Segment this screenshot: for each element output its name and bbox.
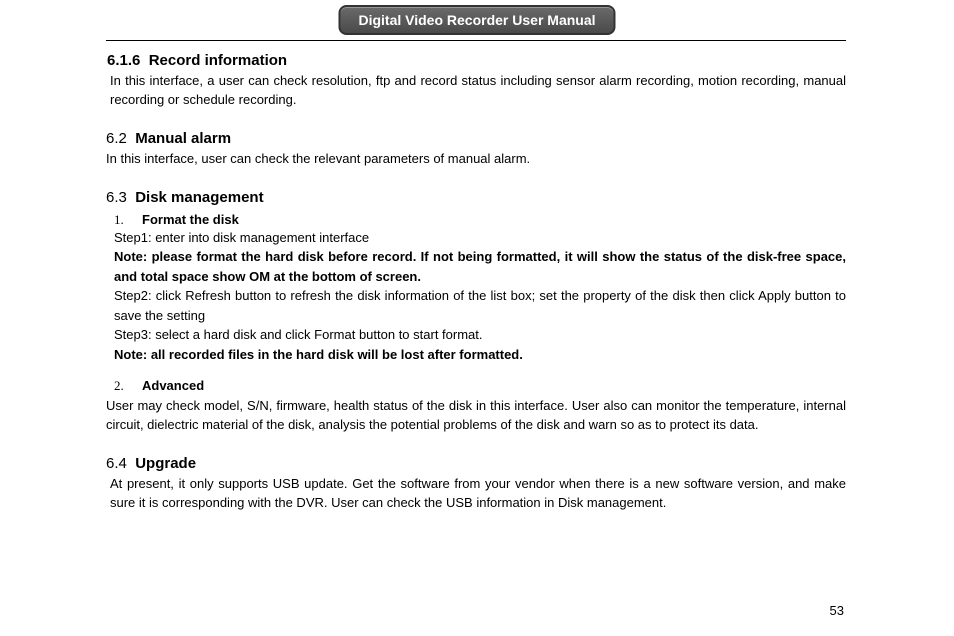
page-number: 53: [830, 603, 844, 618]
section-62-body: In this interface, user can check the re…: [106, 150, 846, 169]
header-divider: [106, 40, 846, 41]
note1-text: Note: please format the hard disk before…: [114, 247, 846, 286]
step2-text: Step2: click Refresh button to refresh t…: [114, 286, 846, 325]
step1-text: Step1: enter into disk management interf…: [114, 228, 846, 248]
list-number: 1.: [114, 212, 142, 228]
list-item-1: 1. Format the disk: [114, 212, 846, 228]
page-content: 6.1.6 Record information In this interfa…: [106, 50, 846, 512]
list-label: Advanced: [142, 378, 204, 393]
header-title: Digital Video Recorder User Manual: [358, 12, 595, 28]
section-title: Disk management: [135, 189, 263, 206]
header-title-box: Digital Video Recorder User Manual: [338, 5, 615, 35]
section-number: 6.3: [106, 189, 127, 206]
section-number: 6.1.6: [107, 52, 140, 69]
section-63-heading: 6.3 Disk management: [106, 189, 846, 206]
advanced-body: User may check model, S/N, firmware, hea…: [106, 397, 846, 435]
section-616-heading: 6.1.6 Record information: [106, 52, 846, 69]
section-616-body: In this interface, a user can check reso…: [110, 72, 846, 110]
section-62-heading: 6.2 Manual alarm: [106, 130, 846, 147]
note2-text: Note: all recorded files in the hard dis…: [114, 345, 846, 365]
section-title: Record information: [149, 52, 287, 69]
section-64-body: At present, it only supports USB update.…: [110, 475, 846, 513]
format-steps: Step1: enter into disk management interf…: [114, 228, 846, 365]
section-64-heading: 6.4 Upgrade: [106, 455, 846, 472]
list-label: Format the disk: [142, 212, 239, 227]
step3-text: Step3: select a hard disk and click Form…: [114, 325, 846, 345]
list-number: 2.: [114, 378, 142, 394]
section-title: Upgrade: [135, 455, 196, 472]
section-title: Manual alarm: [135, 130, 231, 147]
section-number: 6.4: [106, 455, 127, 472]
section-number: 6.2: [106, 130, 127, 147]
list-item-2: 2. Advanced: [114, 378, 846, 394]
